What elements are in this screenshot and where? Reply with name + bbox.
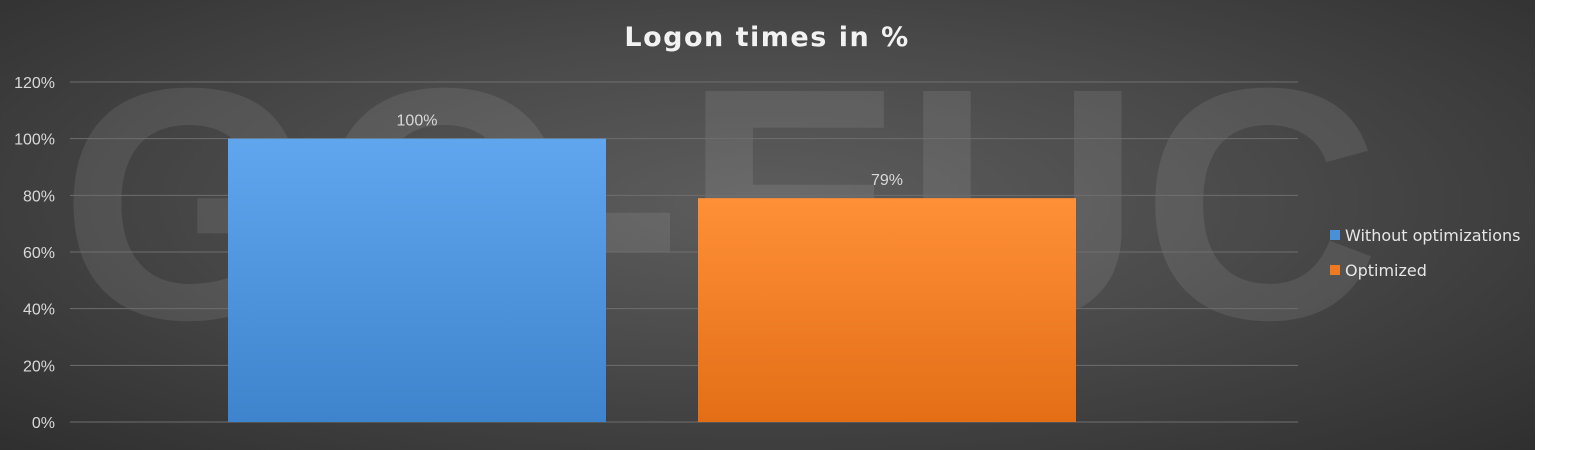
y-tick-label: 100% bbox=[14, 132, 55, 149]
bars bbox=[228, 138, 1076, 422]
chart-title: Logon times in % bbox=[624, 22, 909, 53]
data-label: 100% bbox=[397, 113, 438, 130]
bar-chart: GO-EUC 0%20%40%60%80%100%120% 100%79% Lo… bbox=[14, 22, 1521, 432]
data-label: 79% bbox=[871, 172, 903, 189]
data-labels: 100% 79% bbox=[397, 113, 903, 190]
chart-area: GO-EUC 0%20%40%60%80%100%120% 100%79% Lo… bbox=[0, 0, 1535, 450]
legend-label: Optimized bbox=[1345, 261, 1427, 280]
legend-swatch bbox=[1330, 265, 1340, 275]
legend-swatch bbox=[1330, 230, 1340, 240]
bar-without-optimizations bbox=[228, 138, 606, 422]
y-tick-label: 80% bbox=[23, 188, 55, 205]
y-tick-label: 0% bbox=[32, 415, 55, 432]
y-tick-label: 40% bbox=[23, 302, 55, 319]
legend-label: Without optimizations bbox=[1345, 226, 1521, 245]
y-tick-label: 60% bbox=[23, 245, 55, 262]
y-axis-ticks: 0% 20% 40% 60% 80% 100% 120% bbox=[14, 75, 55, 432]
y-tick-label: 120% bbox=[14, 75, 55, 92]
legend: Without optimizations Optimized bbox=[1330, 226, 1521, 280]
y-tick-label: 20% bbox=[23, 358, 55, 375]
bar-optimized bbox=[698, 198, 1076, 422]
